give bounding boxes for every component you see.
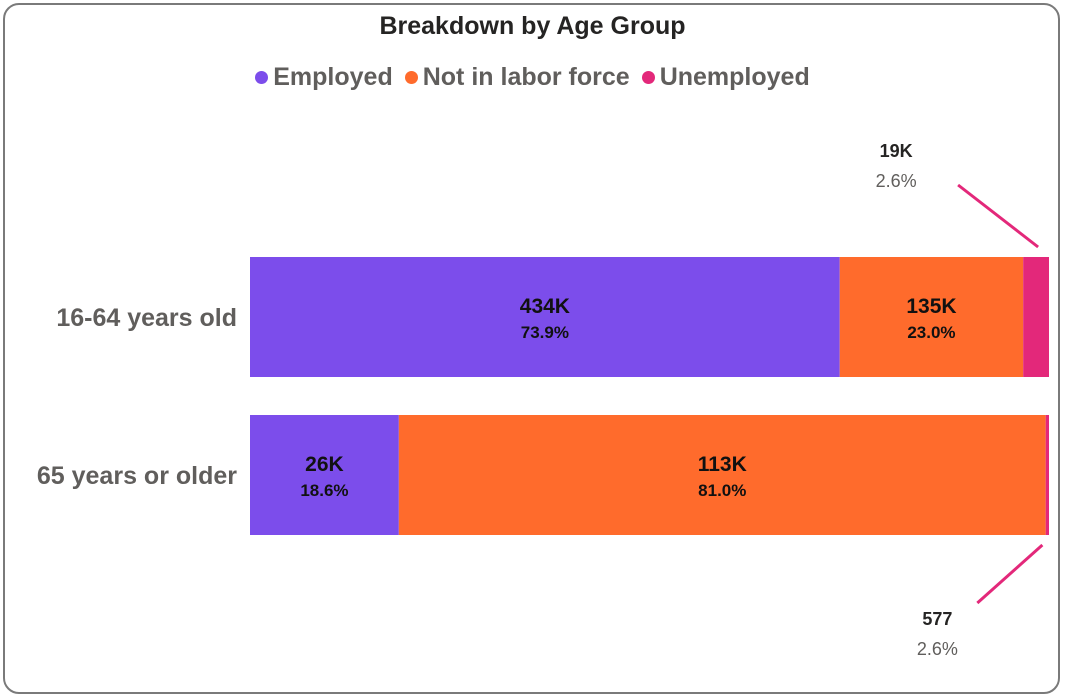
data-label-value-unemployed-16-64-years-old: 19K <box>880 141 913 161</box>
bar-segment-employed-16-64-years-old[interactable] <box>250 257 840 377</box>
category-label-16-64-years-old: 16-64 years old <box>56 304 237 332</box>
chart-title: Breakdown by Age Group <box>379 12 686 40</box>
legend-marker-unemployed <box>641 71 655 84</box>
data-label-value-unemployed-65-years-or-older: 577 <box>922 609 952 629</box>
category-label-65-years-or-older: 65 years or older <box>37 462 237 490</box>
data-label-percent-employed-16-64-years-old: 73.9% <box>521 323 569 342</box>
data-label-value-not-in-labor-force-16-64-years-old: 135K <box>906 295 956 318</box>
legend-label-unemployed: Unemployed <box>659 63 810 91</box>
callout-leader-line-unemployed-65-years-or-older <box>976 543 1044 605</box>
legend-item-unemployed[interactable]: Unemployed <box>641 63 810 92</box>
data-label-percent-unemployed-16-64-years-old: 2.6% <box>876 171 917 191</box>
legend-item-employed[interactable]: Employed <box>255 63 393 92</box>
bar-segment-employed-65-years-or-older[interactable] <box>250 415 399 535</box>
bar-segment-not-in-labor-force-65-years-or-older[interactable] <box>398 415 1046 535</box>
data-label-value-employed-16-64-years-old: 434K <box>520 295 570 318</box>
legend-label-employed: Employed <box>273 63 393 91</box>
bar-segment-not-in-labor-force-16-64-years-old[interactable] <box>839 257 1024 377</box>
data-label-percent-not-in-labor-force-16-64-years-old: 23.0% <box>907 323 955 342</box>
data-label-percent-employed-65-years-or-older: 18.6% <box>300 481 348 500</box>
legend-marker-employed <box>255 71 269 84</box>
chart-legend: Employed Not in labor force Unemployed <box>0 63 1065 92</box>
bar-segment-unemployed-65-years-or-older[interactable] <box>1045 415 1049 535</box>
data-label-value-not-in-labor-force-65-years-or-older: 113K <box>698 453 747 476</box>
data-label-percent-unemployed-65-years-or-older: 2.6% <box>917 639 958 659</box>
callout-leader-line-unemployed-16-64-years-old <box>957 183 1040 249</box>
legend-label-not-in-labor-force: Not in labor force <box>422 63 630 91</box>
data-label-percent-not-in-labor-force-65-years-or-older: 81.0% <box>698 481 746 500</box>
data-label-value-employed-65-years-or-older: 26K <box>305 453 344 476</box>
bar-segment-unemployed-16-64-years-old[interactable] <box>1023 257 1049 377</box>
legend-marker-not-in-labor-force <box>404 71 418 84</box>
legend-item-not-in-labor-force[interactable]: Not in labor force <box>404 63 630 92</box>
